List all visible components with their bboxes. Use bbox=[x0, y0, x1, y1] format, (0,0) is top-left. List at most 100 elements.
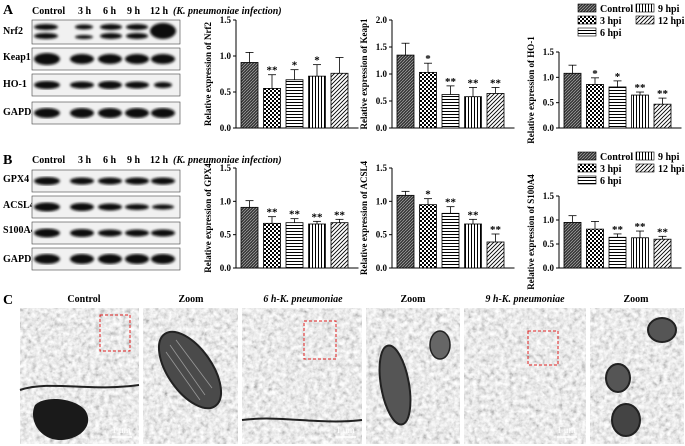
bar-ho1-1 bbox=[586, 84, 604, 129]
blot-b-row-acsl4: ACSL4 bbox=[3, 200, 35, 211]
bar-ho1-4 bbox=[653, 103, 672, 129]
sig-mark-acsl4-2: ** bbox=[445, 197, 457, 209]
legend-a-swatch-3hpi bbox=[577, 15, 597, 25]
y-tick-label-keap1: 0.0 bbox=[376, 123, 388, 133]
bar-nrf2-2 bbox=[285, 79, 304, 129]
legend-a-label-6hpi: 6 hpi bbox=[600, 28, 622, 39]
blot-b-strip-acsl4 bbox=[31, 195, 181, 219]
scale-label-control: 1 μm bbox=[112, 425, 131, 435]
panel-label-c: C bbox=[3, 293, 13, 308]
y-tick-label-s100a4: 0.5 bbox=[543, 239, 555, 249]
blot-b-row-s100a4: S100A4 bbox=[3, 225, 36, 236]
panel-label-a: A bbox=[3, 3, 14, 18]
chart-nrf2: 0.0 0.5 1.0 1.5 Relative expression of Nrf2 *… bbox=[203, 15, 359, 133]
bar-nrf2-4 bbox=[330, 72, 349, 129]
blot-b-strip-gpx4 bbox=[31, 169, 181, 193]
legend-b-swatch-9hpi bbox=[635, 151, 655, 161]
y-tick-label-keap1: 0.5 bbox=[376, 96, 388, 106]
legend-a-swatch-control bbox=[577, 3, 597, 13]
blot-a-lane-6h: 6 h bbox=[103, 6, 117, 17]
bar-acsl4-2 bbox=[441, 212, 460, 269]
legend-a-swatch-12hpi bbox=[635, 15, 655, 25]
bar-gpx4-3 bbox=[308, 223, 326, 269]
mitochondrion-zoom-3a bbox=[647, 317, 677, 343]
legend-a-swatch-6hpi bbox=[577, 27, 597, 37]
blot-a-strip-keap1 bbox=[31, 47, 181, 71]
legend-b-swatch-12hpi bbox=[635, 163, 655, 173]
mitochondrion-zoom-2b bbox=[429, 330, 451, 360]
y-label-ho1: Relative expression of HO-1 bbox=[526, 36, 536, 144]
sig-mark-nrf2-2: * bbox=[292, 60, 298, 72]
blot-b-lane-9h: 9 h bbox=[127, 155, 141, 166]
sig-mark-nrf2-3: * bbox=[314, 55, 320, 67]
legend-b-label-12hpi: 12 hpi bbox=[658, 164, 685, 175]
legend-b-swatch-control bbox=[577, 151, 597, 161]
blot-a-lane-12h: 12 h bbox=[150, 6, 169, 17]
sig-mark-acsl4-4: ** bbox=[490, 224, 502, 236]
y-tick-label-ho1: 1.0 bbox=[543, 72, 555, 82]
blot-a-strip-gapdh bbox=[31, 101, 181, 125]
bar-s100a4-3 bbox=[631, 237, 649, 269]
bar-s100a4-0 bbox=[563, 221, 582, 269]
bar-s100a4-1 bbox=[586, 228, 604, 269]
western-blot-a: Control 3 h 6 h 9 h 12 h (K. pneumoniae … bbox=[3, 6, 282, 125]
zoom-box-control bbox=[99, 314, 131, 352]
sig-mark-gpx4-2: ** bbox=[289, 209, 301, 221]
sig-mark-keap1-1: * bbox=[425, 53, 431, 65]
bar-gpx4-1 bbox=[263, 222, 281, 269]
y-label-nrf2: Relative expression of Nrf2 bbox=[203, 21, 213, 126]
y-tick-label-gpx4: 1.5 bbox=[220, 163, 232, 173]
blot-a-row-gapdh: GAPDH bbox=[3, 107, 39, 118]
chart-ho1: 0.0 0.5 1.0 1.5 Relative expression of HO-1 *… bbox=[526, 36, 682, 144]
sig-mark-gpx4-3: ** bbox=[312, 211, 324, 223]
y-tick-label-nrf2: 1.5 bbox=[220, 15, 232, 25]
blot-a-strip-nrf2 bbox=[31, 19, 181, 45]
y-tick-label-gpx4: 0.0 bbox=[220, 263, 232, 273]
chart-keap1: 0.0 0.5 1.0 1.5 2.0 Relative expression of Ke… bbox=[359, 15, 515, 133]
y-tick-label-s100a4: 1.0 bbox=[543, 215, 555, 225]
blot-b-lane-12h: 12 h bbox=[150, 155, 169, 166]
micrograph-zoom-3 bbox=[590, 308, 684, 444]
y-tick-label-s100a4: 0.0 bbox=[543, 263, 555, 273]
bar-ho1-0 bbox=[563, 72, 582, 129]
blot-a-lane-9h: 9 h bbox=[127, 6, 141, 17]
sig-mark-ho1-4: ** bbox=[657, 88, 669, 100]
y-tick-label-nrf2: 0.0 bbox=[220, 123, 232, 133]
bar-s100a4-4 bbox=[653, 238, 672, 269]
sig-mark-gpx4-4: ** bbox=[334, 209, 346, 221]
legend-b-label-6hpi: 6 hpi bbox=[600, 176, 622, 187]
legend-a-label-3hpi: 3 hpi bbox=[600, 16, 622, 27]
y-label-acsl4: Relative expression of ACSL4 bbox=[359, 160, 369, 275]
bar-acsl4-4 bbox=[486, 241, 505, 269]
chart-acsl4: 0.0 0.5 1.0 1.5 Relative expression of ACSL4… bbox=[359, 160, 515, 275]
bar-ho1-2 bbox=[608, 86, 627, 129]
blot-a-lane-3h: 3 h bbox=[78, 6, 92, 17]
micrograph-zoom-2 bbox=[366, 308, 460, 444]
micrograph-label-control: Control bbox=[67, 294, 100, 305]
legend-a: Control 3 hpi 6 hpi 9 hpi 12 hpi bbox=[577, 3, 685, 39]
y-tick-label-keap1: 1.5 bbox=[376, 42, 388, 52]
bar-ho1-3 bbox=[631, 94, 649, 129]
bar-acsl4-0 bbox=[396, 194, 415, 269]
bar-nrf2-0 bbox=[240, 62, 259, 129]
bar-nrf2-1 bbox=[263, 88, 281, 129]
sig-mark-ho1-2: * bbox=[615, 71, 621, 83]
legend-b-swatch-6hpi bbox=[577, 175, 597, 185]
y-label-gpx4: Relative expression of GPX4 bbox=[203, 163, 213, 273]
legend-a-label-9hpi: 9 hpi bbox=[658, 4, 680, 15]
micrograph-label-6h: 6 h-K. pneumoniae bbox=[263, 294, 343, 305]
blot-b-lane-3h: 3 h bbox=[78, 155, 92, 166]
sig-mark-acsl4-1: * bbox=[425, 189, 431, 201]
y-tick-label-gpx4: 1.0 bbox=[220, 196, 232, 206]
sig-mark-nrf2-1: ** bbox=[267, 65, 279, 77]
y-tick-label-ho1: 0.5 bbox=[543, 98, 555, 108]
y-tick-label-s100a4: 1.5 bbox=[543, 191, 555, 201]
y-tick-label-keap1: 1.0 bbox=[376, 69, 388, 79]
blot-a-strip-ho1 bbox=[31, 73, 181, 97]
blot-b-lane-6h: 6 h bbox=[103, 155, 117, 166]
scale-label-9h: 1 μm bbox=[557, 425, 576, 435]
bar-nrf2-3 bbox=[308, 75, 326, 129]
blot-b-row-gapdh: GAPDH bbox=[3, 254, 39, 265]
chart-s100a4: 0.0 0.5 1.0 1.5 Relative expression of S100A… bbox=[526, 174, 682, 290]
